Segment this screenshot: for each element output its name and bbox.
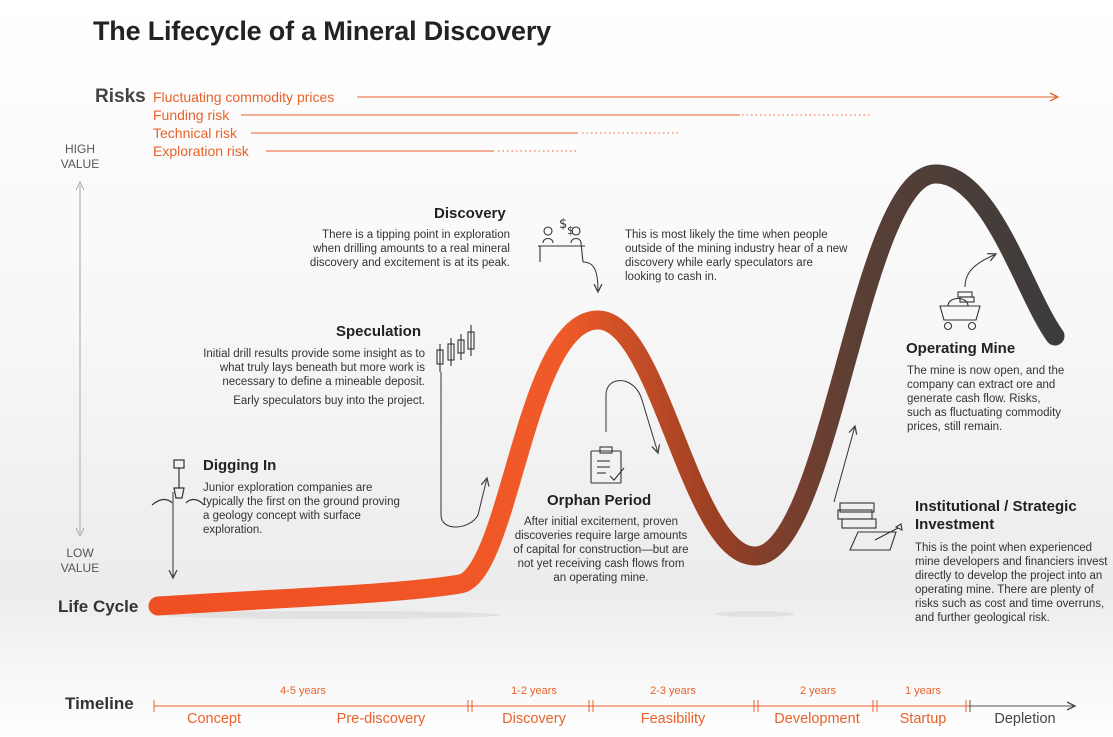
high-value-label: HIGH VALUE [60,142,100,171]
operating-mine-text: The mine is now open, and the company ca… [907,365,1065,433]
stage-depletion: Depletion [994,711,1056,727]
discovery-title: Discovery [434,205,506,222]
orphan-period-text: After initial excitement, proven discove… [513,516,689,584]
risk-commodity-prices: Fluctuating commodity prices [153,89,335,105]
stage-discovery: Discovery [502,711,566,727]
risk-lines [241,97,1058,152]
institutional-text: This is the point when experienced mine … [915,542,1108,624]
duration-startup: 1 years [904,685,942,697]
timeline-label: Timeline [65,694,134,713]
speculation-text: Initial drill results provide some insig… [203,348,425,388]
value-axis [75,180,85,538]
stage-feasibility: Feasibility [640,711,706,727]
page-title: The Lifecycle of a Mineral Discovery [93,16,551,46]
stage-concept: Concept [186,711,241,727]
timeline-axis [153,700,970,712]
risk-funding: Funding risk [153,107,230,123]
duration-feasibility: 2-3 years [650,685,696,697]
svg-text:$: $ [567,224,574,237]
digging-in-text: Junior exploration companies are typical… [203,482,400,536]
risks-label: Risks [95,86,146,107]
discovery-text: There is a tipping point in exploration … [309,229,510,269]
orphan-period-title: Orphan Period [547,492,652,509]
stage-development: Development [774,711,860,727]
money-stack-icon [837,502,903,551]
duration-discovery: 1-2 years [511,685,557,697]
candlestick-chart-icon [436,325,475,372]
speculation-text-2: Early speculators buy into the project. [233,395,425,407]
lifecycle-label: Life Cycle [58,597,139,616]
clipboard-icon [590,446,625,484]
svg-text:$: $ [559,217,567,232]
risk-exploration: Exploration risk [153,143,249,159]
operating-mine-title: Operating Mine [906,340,1016,357]
meeting-icon: $ $ [538,217,585,263]
speculation-title: Speculation [336,323,422,340]
stage-startup: Startup [899,711,947,727]
mine-cart-icon [939,291,981,331]
low-value-label: LOW VALUE [60,546,100,575]
institutional-title: Institutional / Strategic Investment [915,498,1077,533]
lifecycle-curve [148,164,1065,616]
risk-technical: Technical risk [153,125,238,141]
duration-development: 2 years [799,685,837,697]
discovery-outside-text: This is most likely the time when people… [625,229,848,283]
stage-pre-discovery: Pre-discovery [336,711,426,727]
duration-pre-discovery: 4-5 years [280,685,326,697]
digging-in-title: Digging In [203,457,277,474]
shovel-icon [151,459,205,506]
